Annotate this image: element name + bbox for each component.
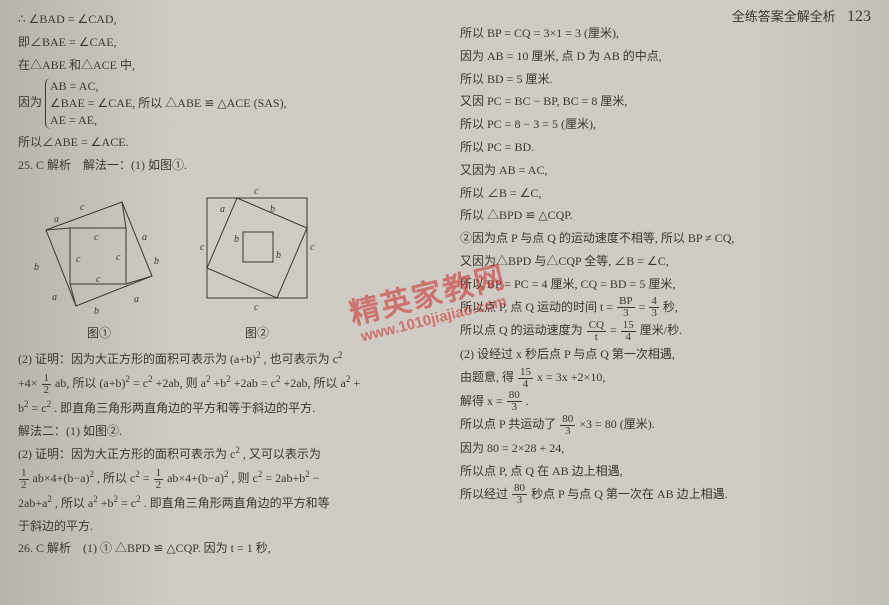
page-number: 123 xyxy=(847,8,871,25)
svg-text:a: a xyxy=(142,232,147,243)
svg-text:c: c xyxy=(96,274,101,285)
figure-1-label: 图① xyxy=(24,322,174,345)
text-line: 所以点 P, 点 Q 运动的时间 t = BP3 = 43 秒, xyxy=(460,296,872,320)
svg-text:a: a xyxy=(134,294,139,305)
text-line: 所以点 Q 的运动速度为 CQt = 154 厘米/秒. xyxy=(460,319,872,343)
problem-line: 26. C 解析 (1) ① △BPD ≌ △CQP. 因为 t = 1 秒, xyxy=(18,537,446,560)
svg-text:c: c xyxy=(254,186,259,197)
svg-text:c: c xyxy=(310,242,315,253)
text-line: 所以 PC = BD. xyxy=(460,136,872,159)
text-line: b2 = c2 . 即直角三角形两直角边的平方和等于斜边的平方. xyxy=(18,396,446,420)
figure-1-svg: c a a b c c c c a b b a xyxy=(24,190,174,320)
text-line: 又因 PC = BC − BP, BC = 8 厘米, xyxy=(460,90,872,113)
figure-2-svg: c a b c c b b c xyxy=(192,180,322,320)
text-line: 所以点 P 共运动了 803 ×3 = 80 (厘米). xyxy=(460,413,872,437)
svg-text:a: a xyxy=(220,204,225,215)
text-line: 所以∠ABE = ∠ACE. xyxy=(18,131,446,154)
svg-text:c: c xyxy=(254,302,259,313)
figure-1: c a a b c c c c a b b a 图① xyxy=(24,190,174,345)
brace-line: AE = AE, xyxy=(50,112,287,129)
svg-text:b: b xyxy=(276,250,281,261)
right-column: 所以 BP = CQ = 3×1 = 3 (厘米), 因为 AB = 10 厘米… xyxy=(460,8,872,560)
text-line: 所以 BP = PC = 4 厘米, CQ = BD = 5 厘米, xyxy=(460,273,872,296)
text-line: 12 ab×4+(b−a)2 , 所以 c2 = 12 ab×4+(b−a)2 … xyxy=(18,466,446,491)
svg-text:c: c xyxy=(76,254,81,265)
text-line: 又因为△BPD 与△CQP 全等, ∠B = ∠C, xyxy=(460,250,872,273)
reason-brace: 因为 AB = AC, ∠BAE = ∠CAE, 所以 △ABE ≌ △ACE … xyxy=(18,76,446,130)
text-line: 在△ABE 和△ACE 中, xyxy=(18,54,446,77)
text-line: ∴ ∠BAD = ∠CAD, xyxy=(18,8,446,31)
text-line: (2) 证明：因为大正方形的面积可表示为 c2 , 又可以表示为 xyxy=(18,442,446,466)
text-line: 解法二：(1) 如图②. xyxy=(18,420,446,443)
text-line: 因为 80 = 2×28 + 24, xyxy=(460,437,872,460)
svg-text:a: a xyxy=(54,214,59,225)
text-line: 所以经过 803 秒点 P 与点 Q 第一次在 AB 边上相遇. xyxy=(460,483,872,507)
svg-text:b: b xyxy=(234,234,239,245)
figures-row: c a a b c c c c a b b a 图① xyxy=(24,180,446,345)
text-line: 2ab+a2 , 所以 a2 +b2 = c2 . 即直角三角形两直角边的平方和… xyxy=(18,491,446,515)
left-column: ∴ ∠BAD = ∠CAD, 即∠BAE = ∠CAE, 在△ABE 和△ACE… xyxy=(18,8,446,560)
text-line: 由题意, 得 154 x = 3x +2×10, xyxy=(460,366,872,390)
text-line: 所以 BD = 5 厘米. xyxy=(460,68,872,91)
text-line: 所以 △BPD ≌ △CQP. xyxy=(460,204,872,227)
problem-line: 25. C 解析 解法一：(1) 如图①. xyxy=(18,154,446,177)
text-line: +4× 12 ab, 所以 (a+b)2 = c2 +2ab, 则 a2 +b2… xyxy=(18,371,446,396)
figure-2: c a b c c b b c 图② xyxy=(192,180,322,345)
svg-text:c: c xyxy=(94,232,99,243)
figure-2-label: 图② xyxy=(192,322,322,345)
svg-text:c: c xyxy=(200,242,205,253)
svg-text:b: b xyxy=(154,256,159,267)
svg-text:c: c xyxy=(80,202,85,213)
brace-line: ∠BAE = ∠CAE, 所以 △ABE ≌ △ACE (SAS), xyxy=(50,95,287,112)
reason-lead: 因为 xyxy=(18,95,42,109)
svg-text:a: a xyxy=(52,292,57,303)
text-line: 所以点 P, 点 Q 在 AB 边上相遇, xyxy=(460,460,872,483)
text-line: (2) 设经过 x 秒后点 P 与点 Q 第一次相遇, xyxy=(460,343,872,366)
header-title: 全练答案全解全析 xyxy=(732,9,836,24)
svg-text:c: c xyxy=(116,252,121,263)
page-body: ∴ ∠BAD = ∠CAD, 即∠BAE = ∠CAE, 在△ABE 和△ACE… xyxy=(0,0,889,560)
svg-text:b: b xyxy=(270,204,275,215)
text-line: 解得 x = 803 . xyxy=(460,390,872,414)
text-line: ②因为点 P 与点 Q 的运动速度不相等, 所以 BP ≠ CQ, xyxy=(460,227,872,250)
text-line: 所以 ∠B = ∠C, xyxy=(460,182,872,205)
text-line: 于斜边的平方. xyxy=(18,515,446,538)
text-line: 又因为 AB = AC, xyxy=(460,159,872,182)
text-line: (2) 证明：因为大正方形的面积可表示为 (a+b)2 , 也可表示为 c2 xyxy=(18,347,446,371)
brace-line: AB = AC, xyxy=(50,78,287,95)
svg-text:b: b xyxy=(34,262,39,273)
svg-text:b: b xyxy=(94,306,99,317)
text-line: 即∠BAE = ∠CAE, xyxy=(18,31,446,54)
text-line: 所以 PC = 8 − 3 = 5 (厘米), xyxy=(460,113,872,136)
text-line: 因为 AB = 10 厘米, 点 D 为 AB 的中点, xyxy=(460,45,872,68)
